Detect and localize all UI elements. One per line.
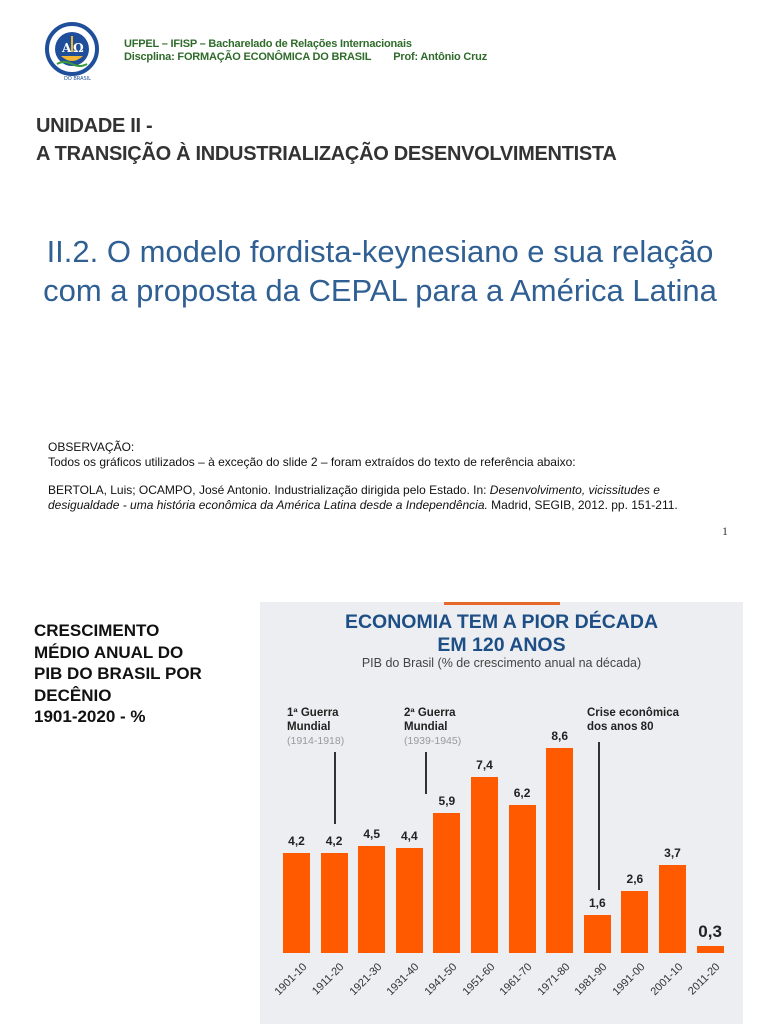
side-title-line: MÉDIO ANUAL DO	[34, 642, 184, 662]
annotation-title: Crise econômica	[587, 707, 680, 719]
annotation-line-80s	[598, 742, 600, 890]
unit-title-line-2: A TRANSIÇÃO À INDUSTRIALIZAÇÃO DESENVOLV…	[36, 143, 617, 165]
side-title-line: 1901-2020 - %	[34, 707, 146, 726]
bar-value-label: 5,9	[438, 793, 456, 808]
side-title-line: PIB DO BRASIL POR	[34, 664, 202, 683]
chart-bar	[546, 748, 574, 953]
section-subtitle: II.2. O modelo fordista-keynesiano e sua…	[43, 234, 717, 308]
bar-value-label: 1,6	[588, 895, 606, 910]
chart-bar	[395, 848, 423, 953]
annotation-ww2: 2ª Guerra Mundial (1939-1945)	[404, 706, 461, 748]
svg-text:A: A	[61, 41, 72, 55]
university-seal-icon: A Ω DO BRASIL	[44, 22, 100, 82]
chart-bar	[471, 776, 498, 953]
svg-text:Ω: Ω	[73, 41, 84, 55]
header-line-2: Discplina: FORMAÇÃO ECONÔMICA DO BRASIL P…	[124, 51, 487, 64]
chart-title-line-2: EM 120 ANOS	[437, 634, 566, 656]
chart-bar	[320, 853, 348, 953]
annotation-title: dos anos 80	[587, 721, 654, 733]
annotation-years: (1939-1945)	[404, 735, 462, 747]
bar-value-label: 4,2	[325, 834, 343, 849]
chart-bar	[621, 891, 649, 953]
reference-citation: BERTOLA, Luis; OCAMPO, José Antonio. Ind…	[48, 483, 688, 512]
chart-title-line-1: ECONOMIA TEM A PIOR DÉCADA	[344, 611, 659, 633]
bar-value-label: 4,2	[288, 834, 305, 849]
side-title-line: DECÊNIO	[34, 685, 112, 705]
bar-value-label: 4,4	[400, 829, 418, 844]
observation-text: Todos os gráficos utilizados – à exceção…	[48, 454, 576, 469]
discipline-label: Discplina: FORMAÇÃO ECONÔMICA DO BRASIL	[124, 51, 372, 63]
svg-text:DO BRASIL: DO BRASIL	[64, 76, 91, 82]
chart-accent-bar	[444, 602, 560, 605]
reference-book-title: Desenvolvimento, vicissitudes e desigual…	[48, 483, 660, 512]
annotation-years: (1914-1918)	[287, 735, 345, 747]
reference-authors: BERTOLA, Luis; OCAMPO, José Antonio. Ind…	[48, 483, 490, 497]
chart-subtitle: PIB do Brasil (% de crescimento anual na…	[361, 656, 642, 670]
annotation-title: 2ª Guerra	[404, 707, 456, 719]
course-header: UFPEL – IFISP – Bacharelado de Relações …	[124, 38, 487, 64]
chart-bar	[696, 945, 724, 953]
chart-bar	[508, 805, 536, 953]
header-line-1: UFPEL – IFISP – Bacharelado de Relações …	[124, 38, 412, 50]
chart-side-title: CRESCIMENTO MÉDIO ANUAL DO PIB DO BRASIL…	[34, 620, 202, 728]
professor-label: Prof: Antônio Cruz	[393, 51, 488, 63]
page-number: 1	[722, 524, 728, 538]
unit-title-line-1: UNIDADE II -	[36, 115, 153, 137]
bar-value-label: 0,3	[698, 921, 722, 941]
chart-panel	[260, 602, 743, 1024]
chart-title: ECONOMIA TEM A PIOR DÉCADA EM 120 ANOS	[260, 611, 743, 657]
bar-value-label: 2,6	[626, 872, 644, 887]
chart-bar	[283, 853, 310, 953]
annotation-title: 1ª Guerra	[287, 707, 339, 719]
annotation-line-ww2	[425, 752, 427, 794]
side-title-line: CRESCIMENTO	[34, 621, 160, 640]
observation-label: OBSERVAÇÃO:	[48, 440, 135, 454]
bar-value-label: 7,4	[476, 757, 493, 772]
chart-bar	[583, 914, 611, 953]
annotation-line-ww1	[334, 752, 336, 824]
annotation-title: Mundial	[404, 721, 448, 733]
reference-publisher: Madrid, SEGIB, 2012. pp. 151-211.	[487, 497, 678, 512]
bar-value-label: 6,2	[513, 786, 531, 801]
bar-value-label: 4,5	[363, 826, 381, 841]
annotation-80s-crisis: Crise econômica dos anos 80	[587, 706, 679, 734]
chart-bar	[659, 864, 686, 953]
observation-block: OBSERVAÇÃO: Todos os gráficos utilizados…	[48, 440, 688, 512]
chart-bar	[358, 845, 386, 953]
annotation-title: Mundial	[287, 721, 331, 733]
annotation-ww1: 1ª Guerra Mundial (1914-1918)	[287, 706, 344, 748]
bar-value-label: 8,6	[551, 729, 569, 744]
unit-title: UNIDADE II - A TRANSIÇÃO À INDUSTRIALIZA…	[36, 112, 617, 168]
bar-value-label: 3,7	[664, 845, 681, 860]
chart-bar	[433, 812, 461, 953]
